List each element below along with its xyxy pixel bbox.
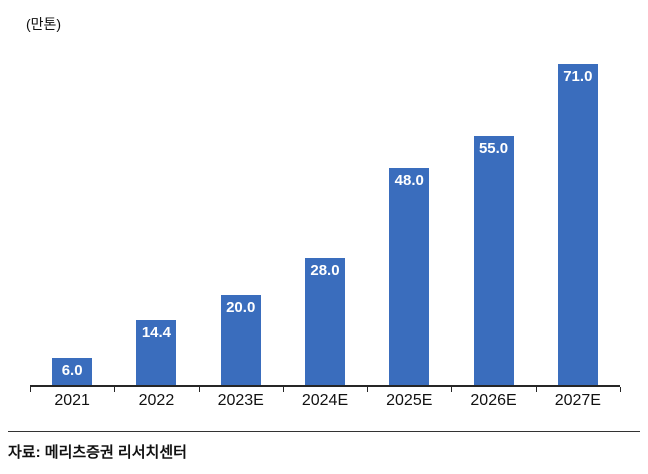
bar-column-2026E: 55.0	[451, 46, 535, 385]
bar-column-2025E: 48.0	[367, 46, 451, 385]
y-axis-unit-label: (만톤)	[26, 16, 62, 32]
bar-column-2022: 14.4	[114, 46, 198, 385]
source-text: 자료: 메리츠증권 리서치센터	[8, 444, 187, 461]
bar-value-label: 48.0	[394, 172, 424, 190]
bar-2027E: 71.0	[557, 64, 598, 385]
x-axis-label-2027E: 2027E	[554, 392, 601, 409]
bar-column-2021: 6.0	[30, 46, 114, 385]
bar-value-label: 6.0	[61, 361, 83, 379]
bar-value-label: 14.4	[141, 323, 172, 341]
x-axis-label-2022: 2022	[138, 392, 175, 409]
bar-column-2023E: 20.0	[199, 46, 283, 385]
bar-2025E: 48.0	[389, 168, 430, 385]
bar-value-label: 20.0	[226, 298, 256, 316]
bar-value-label: 55.0	[478, 140, 509, 158]
bar-2021: 6.0	[52, 357, 93, 385]
x-axis-label-2021: 2021	[54, 392, 90, 409]
x-axis-label-2023E: 2023E	[217, 392, 264, 409]
x-axis-tick	[114, 387, 116, 392]
x-axis-tick	[535, 387, 537, 392]
x-axis-tick	[451, 387, 453, 392]
bar-value-label: 28.0	[310, 262, 340, 280]
bar-value-label: 71.0	[563, 68, 593, 86]
bar-2023E: 20.0	[220, 294, 261, 385]
footer-divider	[8, 431, 640, 432]
bar-2022: 14.4	[136, 319, 177, 385]
x-axis-tick	[198, 387, 200, 392]
x-axis-label-2024E: 2024E	[301, 392, 349, 409]
x-axis-label-2026E: 2026E	[470, 392, 517, 409]
x-axis-tick	[620, 387, 621, 392]
bar-column-2027E: 71.0	[536, 46, 620, 385]
x-axis-label-2025E: 2025E	[386, 392, 433, 409]
bar-2026E: 55.0	[473, 136, 514, 385]
x-axis-tick	[282, 387, 284, 392]
plot-area: 6.0 14.4 20.0 28.0 48.0 55.0 71.0	[30, 46, 621, 392]
bar-2024E: 28.0	[304, 258, 345, 385]
x-axis-tick	[30, 387, 31, 392]
x-axis-tick	[367, 387, 369, 392]
bar-column-2024E: 28.0	[283, 46, 367, 385]
x-axis: 2021 2022 2023E 2024E 2025E 2026E 2027E	[30, 392, 620, 410]
